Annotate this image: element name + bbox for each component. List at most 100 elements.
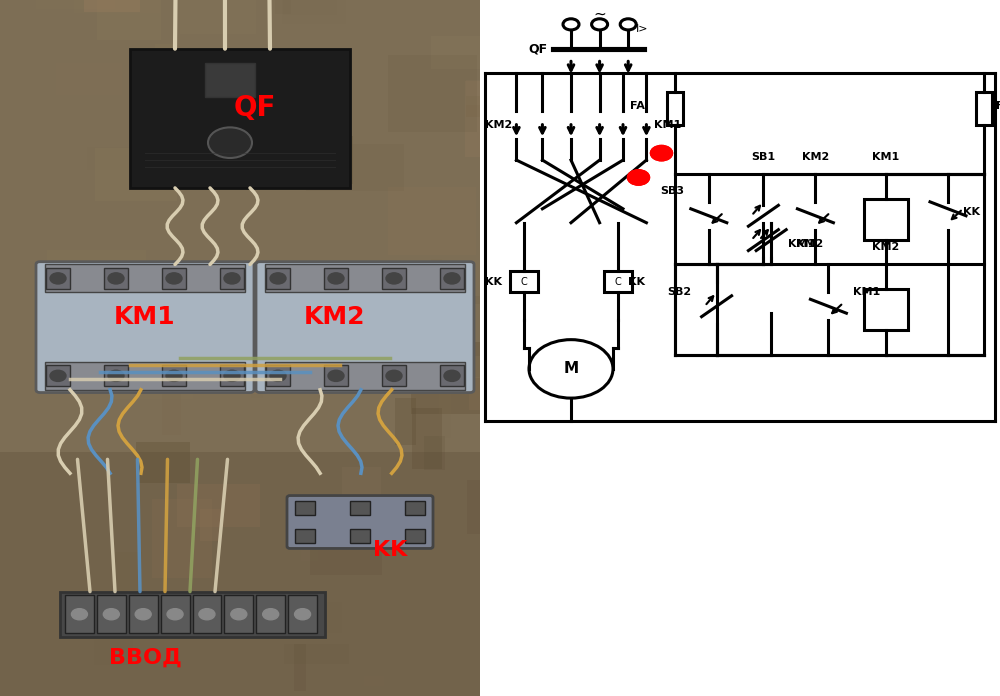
- Bar: [388, 187, 476, 255]
- Bar: [283, 0, 337, 15]
- Bar: [48, 358, 88, 377]
- Bar: [440, 365, 464, 386]
- Bar: [382, 268, 406, 289]
- Text: SB1: SB1: [751, 152, 775, 161]
- Text: QF: QF: [528, 42, 548, 55]
- Bar: [224, 595, 253, 633]
- Bar: [87, 148, 136, 171]
- Bar: [177, 484, 260, 528]
- Bar: [162, 268, 186, 289]
- Bar: [46, 268, 70, 289]
- Circle shape: [444, 370, 460, 381]
- Bar: [275, 0, 291, 14]
- Text: KK: KK: [963, 207, 980, 217]
- FancyBboxPatch shape: [256, 262, 474, 393]
- Circle shape: [628, 170, 650, 185]
- Bar: [97, 0, 161, 40]
- Text: FA: FA: [996, 101, 1000, 111]
- Circle shape: [444, 273, 460, 284]
- Bar: [47, 251, 146, 268]
- FancyBboxPatch shape: [287, 496, 433, 548]
- Circle shape: [199, 608, 215, 619]
- Circle shape: [270, 273, 286, 284]
- Text: ~: ~: [593, 6, 606, 22]
- Bar: [130, 49, 350, 188]
- Bar: [467, 480, 486, 534]
- Circle shape: [166, 273, 182, 284]
- Bar: [324, 268, 348, 289]
- Bar: [105, 296, 151, 308]
- Bar: [452, 296, 497, 304]
- Bar: [310, 538, 382, 575]
- Bar: [152, 500, 212, 578]
- Bar: [161, 595, 190, 633]
- Bar: [864, 199, 908, 239]
- Bar: [424, 436, 445, 470]
- Bar: [155, 44, 177, 105]
- Bar: [342, 467, 381, 531]
- Bar: [211, 601, 266, 611]
- Bar: [976, 92, 992, 125]
- Text: SB2: SB2: [667, 287, 692, 297]
- Circle shape: [50, 370, 66, 381]
- Text: KM2: KM2: [485, 120, 512, 130]
- Bar: [282, 0, 346, 24]
- Circle shape: [270, 370, 286, 381]
- Bar: [200, 509, 221, 541]
- Bar: [284, 644, 349, 664]
- Bar: [401, 191, 448, 212]
- Bar: [306, 144, 404, 191]
- Bar: [480, 0, 1000, 696]
- Bar: [288, 595, 317, 633]
- Bar: [180, 0, 256, 34]
- Circle shape: [386, 370, 402, 381]
- Text: KM1: KM1: [654, 120, 681, 130]
- Bar: [667, 92, 683, 125]
- Text: KM1: KM1: [872, 152, 899, 161]
- Text: ВВОД: ВВОД: [109, 648, 181, 667]
- Text: QF: QF: [234, 94, 276, 122]
- Bar: [864, 290, 908, 330]
- Bar: [192, 595, 221, 633]
- Bar: [205, 63, 255, 97]
- Text: KM1: KM1: [114, 305, 176, 329]
- Bar: [65, 595, 94, 633]
- Circle shape: [166, 370, 182, 381]
- Bar: [97, 595, 126, 633]
- Bar: [266, 268, 290, 289]
- Text: C: C: [521, 277, 528, 287]
- Circle shape: [167, 608, 183, 619]
- Bar: [191, 368, 268, 394]
- Text: C: C: [614, 277, 621, 287]
- Bar: [121, 321, 158, 350]
- Circle shape: [650, 145, 672, 161]
- Bar: [136, 442, 190, 484]
- Bar: [463, 356, 549, 378]
- Bar: [405, 501, 425, 515]
- Bar: [388, 55, 477, 132]
- Circle shape: [50, 273, 66, 284]
- Bar: [324, 365, 348, 386]
- Bar: [84, 0, 140, 13]
- Text: I>: I>: [636, 24, 648, 34]
- Text: KM1: KM1: [853, 287, 881, 297]
- Bar: [469, 377, 482, 410]
- Bar: [465, 81, 560, 157]
- Bar: [354, 271, 419, 310]
- Bar: [46, 365, 70, 386]
- Bar: [395, 398, 416, 445]
- Bar: [257, 601, 342, 633]
- Text: KK: KK: [485, 277, 502, 287]
- Circle shape: [263, 608, 279, 619]
- Bar: [104, 365, 128, 386]
- Bar: [364, 676, 384, 686]
- Bar: [220, 365, 244, 386]
- Text: M: M: [563, 361, 579, 377]
- Circle shape: [135, 608, 151, 619]
- Bar: [162, 365, 186, 386]
- Text: FA: FA: [630, 101, 645, 111]
- Bar: [256, 595, 285, 633]
- Bar: [295, 501, 315, 515]
- Bar: [510, 271, 538, 292]
- Circle shape: [529, 340, 613, 398]
